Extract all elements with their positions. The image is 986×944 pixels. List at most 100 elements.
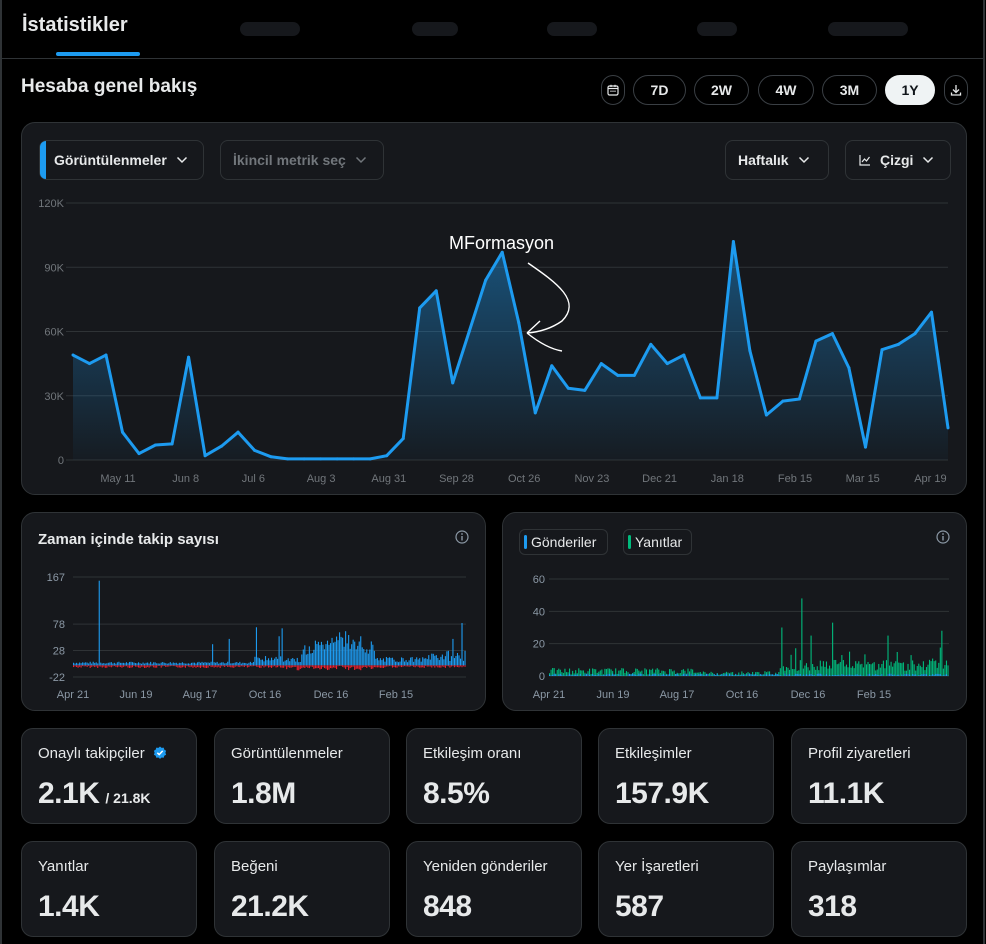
views-data-point[interactable] [896,342,900,346]
views-data-point[interactable] [863,445,867,449]
views-data-point[interactable] [467,330,471,333]
views-data-point[interactable] [286,457,290,461]
download-button[interactable] [944,75,968,105]
views-data-point[interactable] [104,353,108,357]
stat-engagement-rate[interactable]: Etkileşim oranı 8.5% [406,728,582,824]
stat-label: Profil ziyaretleri [808,745,911,762]
stat-replies[interactable]: Yanıtlar 1.4K [21,841,197,937]
tab-hidden[interactable] [412,22,458,36]
views-data-point[interactable] [632,373,636,377]
tab-hidden[interactable] [240,22,300,36]
range-2w-button[interactable]: 2W [694,75,749,105]
views-data-point[interactable] [401,437,405,441]
views-data-point[interactable] [764,413,768,417]
legend-posts[interactable]: Gönderiler [519,529,608,555]
unfollowed-bar [165,665,167,667]
views-data-point[interactable] [71,353,75,357]
stat-profile-visits[interactable]: Profil ziyaretleri 11.1K [791,728,967,824]
views-data-point[interactable] [847,366,851,370]
legend-replies[interactable]: Yanıtlar [623,529,692,555]
views-data-point[interactable] [830,332,834,336]
views-data-point[interactable] [187,355,191,359]
range-7d-button[interactable]: 7D [633,75,686,105]
views-data-point[interactable] [517,321,521,325]
range-3m-button[interactable]: 3M [822,75,877,105]
views-data-point[interactable] [665,362,669,366]
views-data-point[interactable] [368,457,372,461]
followed-bar [169,662,171,666]
views-data-point[interactable] [731,240,735,244]
stat-shares[interactable]: Paylaşımlar 318 [791,841,967,937]
views-data-point[interactable] [814,339,818,343]
views-data-point[interactable] [484,278,488,282]
views-data-point[interactable] [385,454,389,458]
posts-bar [936,673,938,676]
info-icon[interactable] [455,530,469,544]
tab-hidden[interactable] [547,22,597,36]
stat-reposts[interactable]: Yeniden gönderiler 848 [406,841,582,937]
replies-bar [902,662,904,676]
views-data-point[interactable] [236,430,240,434]
unfollowed-bar [456,665,459,667]
views-data-point[interactable] [781,399,785,403]
posts-bar [618,674,620,676]
views-data-point[interactable] [203,454,207,458]
followed-bar [257,657,259,666]
range-4w-button[interactable]: 4W [758,75,814,105]
views-data-point[interactable] [88,362,92,366]
views-data-point[interactable] [913,332,917,336]
views-data-point[interactable] [748,349,752,353]
views-data-point[interactable] [797,397,801,401]
views-data-point[interactable] [550,364,554,368]
tab-hidden[interactable] [828,22,908,36]
views-data-point[interactable] [880,348,884,352]
views-data-point[interactable] [121,430,125,434]
followed-bar [272,660,274,666]
views-data-point[interactable] [715,396,719,400]
tab-hidden[interactable] [697,22,737,36]
replies-bar [909,669,911,676]
info-icon[interactable] [936,530,950,544]
posts-bar [696,675,698,676]
views-data-point[interactable] [929,310,933,314]
views-data-point[interactable] [616,373,620,377]
followed-bar [384,661,386,666]
views-data-point[interactable] [170,442,174,446]
views-data-point[interactable] [698,396,702,400]
views-data-point[interactable] [500,250,504,254]
views-data-point[interactable] [335,457,339,461]
secondary-metric-dropdown[interactable]: İkincil metrik seç [220,140,384,180]
views-data-point[interactable] [220,444,224,448]
views-data-point[interactable] [319,457,323,461]
stat-engagements[interactable]: Etkileşimler 157.9K [598,728,774,824]
views-data-point[interactable] [418,306,422,310]
views-data-point[interactable] [302,457,306,461]
views-data-point[interactable] [253,448,257,452]
views-data-point[interactable] [682,353,686,357]
views-data-point[interactable] [352,457,356,461]
primary-metric-dropdown[interactable]: Görüntülenmeler [39,140,204,180]
views-data-point[interactable] [434,289,438,293]
stat-views[interactable]: Görüntülenmeler 1.8M [214,728,390,824]
stat-verified-followers[interactable]: Onaylı takipçiler 2.1K / 21.8K [21,728,197,824]
chart-style-dropdown[interactable]: Çizgi [845,140,951,180]
views-data-point[interactable] [154,443,158,447]
views-data-point[interactable] [137,452,141,456]
stat-bookmarks[interactable]: Yer İşaretleri 587 [598,841,774,937]
interval-dropdown[interactable]: Haftalık [725,140,829,180]
unfollowed-bar [233,665,235,668]
tab-statistics[interactable]: İstatistikler [22,14,128,36]
range-1y-button[interactable]: 1Y [885,75,935,105]
views-data-point[interactable] [946,426,950,430]
views-data-point[interactable] [269,455,273,459]
views-data-point[interactable] [533,411,537,415]
views-data-point[interactable] [599,362,603,366]
followed-bar [378,660,380,666]
views-data-point[interactable] [649,342,653,346]
date-picker-button[interactable] [601,75,625,105]
views-data-point[interactable] [583,388,587,392]
stat-likes[interactable]: Beğeni 21.2K [214,841,390,937]
followed-bar [109,662,111,666]
views-data-point[interactable] [451,381,455,385]
views-data-point[interactable] [566,386,570,390]
